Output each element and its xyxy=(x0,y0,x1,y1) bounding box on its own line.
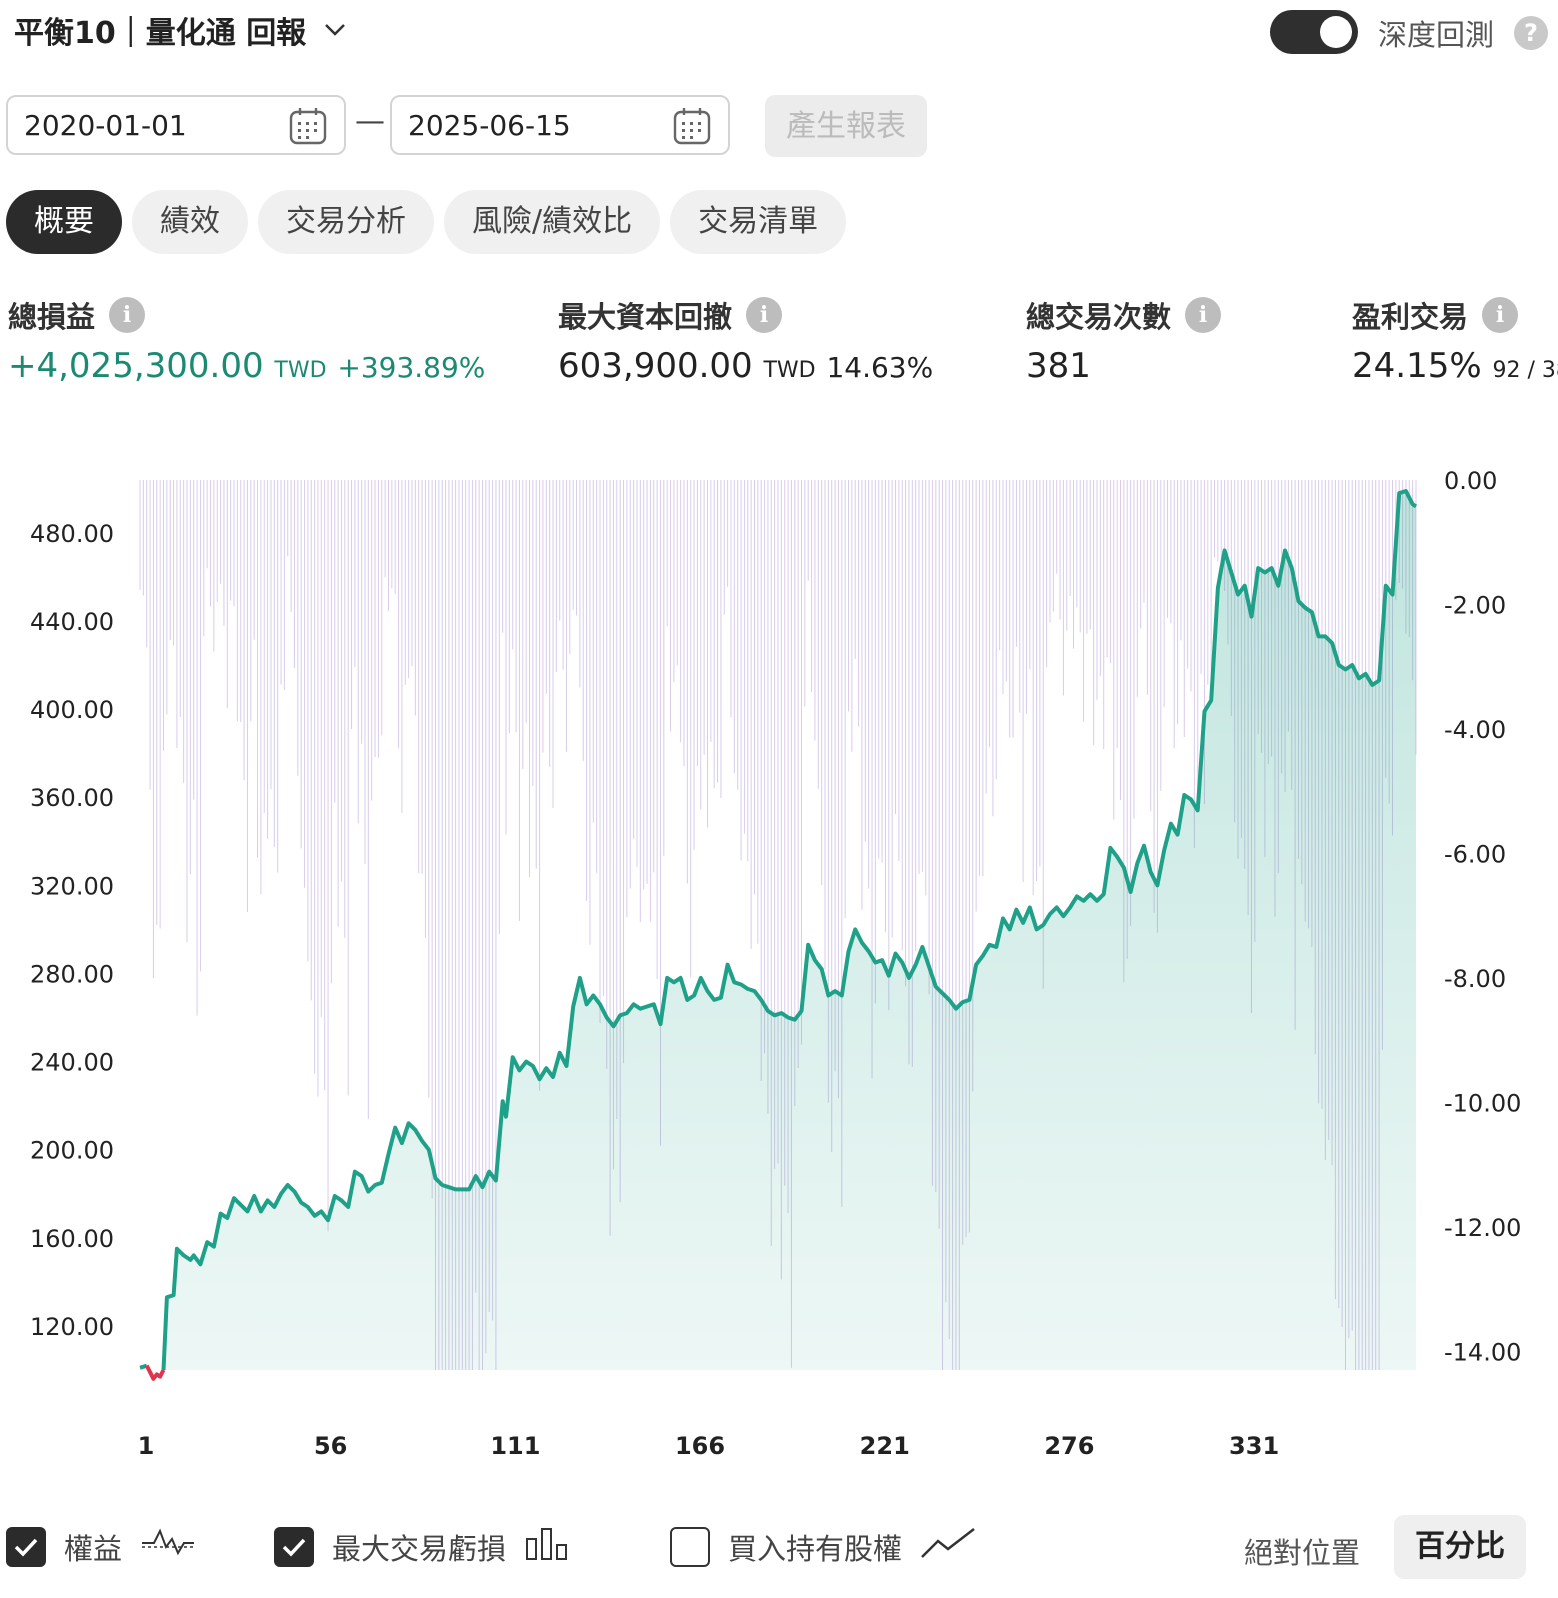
equity-line-loss xyxy=(144,1364,166,1381)
x-axis: 1 56 111 166 221 276 331 xyxy=(138,1432,1280,1460)
max-drawdown-value: 603,900.00 TWD 14.63% xyxy=(558,346,933,386)
x-tick-label: 276 xyxy=(1044,1432,1094,1460)
toggle-knob xyxy=(1320,16,1352,48)
trend-line-icon xyxy=(920,1525,976,1568)
bar-chart-icon xyxy=(524,1525,570,1568)
total-pnl-label: 總損益 i xyxy=(8,294,146,336)
win-trades-label-text: 盈利交易 xyxy=(1352,300,1469,334)
total-trades-label-text: 總交易次數 xyxy=(1026,300,1172,334)
y-left-tick-label: 440.00 xyxy=(30,608,114,636)
y-axis-right: 0.00 -2.00 -4.00 -6.00 -8.00 -10.00 -12.00 -14.… xyxy=(1444,467,1521,1366)
legend-buy-hold-checkbox[interactable] xyxy=(670,1526,710,1567)
tab-overview[interactable]: 概要 xyxy=(6,190,122,254)
y-left-tick-label: 240.00 xyxy=(30,1049,114,1077)
total-trades-value: 381 xyxy=(1026,346,1091,386)
mode-percent-button[interactable]: 百分比 xyxy=(1394,1515,1526,1579)
y-left-tick-label: 400.00 xyxy=(30,696,114,724)
equity-line-icon xyxy=(140,1525,196,1568)
y-left-tick-label: 160.00 xyxy=(30,1225,114,1253)
total-pnl-label-text: 總損益 xyxy=(8,300,96,334)
report-title[interactable]: 平衡10｜量化通 回報 xyxy=(14,8,346,52)
max-drawdown-amount: 603,900.00 xyxy=(558,346,753,386)
y-right-tick-label: -14.00 xyxy=(1444,1338,1521,1366)
equity-series xyxy=(139,489,1418,1381)
x-tick-label: 166 xyxy=(675,1432,725,1460)
legend-buy-hold[interactable]: 買入持有股權 xyxy=(670,1525,976,1568)
chevron-down-icon[interactable] xyxy=(324,18,346,43)
start-date-field[interactable] xyxy=(6,95,346,155)
total-trades-count: 381 xyxy=(1026,346,1091,386)
total-pnl-amount: +4,025,300.00 xyxy=(8,346,264,386)
y-right-tick-label: 0.00 xyxy=(1444,467,1497,495)
y-right-tick-label: -8.00 xyxy=(1444,965,1506,993)
tab-trade-analysis[interactable]: 交易分析 xyxy=(258,190,434,254)
legend-equity-label: 權益 xyxy=(64,1531,123,1566)
max-drawdown-label: 最大資本回撤 i xyxy=(558,294,783,336)
report-tabs: 概要 績效 交易分析 風險/績效比 交易清單 xyxy=(6,190,847,254)
total-trades-label: 總交易次數 i xyxy=(1026,294,1222,336)
calendar-icon[interactable] xyxy=(288,106,328,150)
win-trades-value: 24.15% 92 / 381 xyxy=(1352,346,1558,386)
legend-buy-hold-label: 買入持有股權 xyxy=(728,1531,903,1566)
tab-trade-list[interactable]: 交易清單 xyxy=(670,190,847,254)
y-left-tick-label: 120.00 xyxy=(30,1313,114,1341)
legend-equity-checkbox[interactable] xyxy=(6,1526,46,1567)
legend-equity[interactable]: 權益 xyxy=(6,1525,196,1568)
win-trades-ratio: 92 / 381 xyxy=(1492,358,1558,383)
deep-backtest-label: 深度回測 xyxy=(1378,18,1495,52)
y-left-tick-label: 360.00 xyxy=(30,784,114,812)
max-drawdown-label-text: 最大資本回撤 xyxy=(558,300,733,334)
x-tick-label: 111 xyxy=(490,1432,540,1460)
equity-line xyxy=(139,1363,148,1370)
info-icon[interactable]: i xyxy=(109,297,146,333)
win-trades-pct: 24.15% xyxy=(1352,346,1482,386)
x-tick-label: 56 xyxy=(314,1432,347,1460)
x-tick-label: 331 xyxy=(1229,1432,1279,1460)
y-left-tick-label: 480.00 xyxy=(30,520,114,548)
end-date-field[interactable] xyxy=(390,95,730,155)
y-right-tick-label: -12.00 xyxy=(1444,1214,1521,1242)
deep-backtest-toggle[interactable] xyxy=(1270,10,1358,54)
y-left-tick-label: 200.00 xyxy=(30,1137,114,1165)
y-left-tick-label: 280.00 xyxy=(30,960,114,988)
max-drawdown-pct: 14.63% xyxy=(826,351,934,384)
equity-area xyxy=(140,491,1416,1370)
win-trades-label: 盈利交易 i xyxy=(1352,294,1519,336)
tab-performance[interactable]: 績效 xyxy=(132,190,248,254)
info-icon[interactable]: i xyxy=(1482,297,1519,333)
max-drawdown-unit: TWD xyxy=(763,358,816,383)
y-right-tick-label: -10.00 xyxy=(1444,1089,1521,1117)
help-icon[interactable]: ? xyxy=(1514,16,1548,50)
mode-absolute-button[interactable]: 絕對位置 xyxy=(1244,1536,1361,1570)
end-date-input[interactable] xyxy=(408,109,648,142)
total-pnl-unit: TWD xyxy=(274,358,327,383)
legend-max-trade-loss-checkbox[interactable] xyxy=(274,1526,314,1567)
info-icon[interactable]: i xyxy=(1185,297,1222,333)
y-axis-left: 480.00 440.00 400.00 360.00 320.00 280.00 240.… xyxy=(30,520,114,1341)
equity-line xyxy=(161,489,1418,1371)
start-date-input[interactable] xyxy=(24,109,264,142)
y-right-tick-label: -2.00 xyxy=(1444,591,1506,619)
x-tick-label: 221 xyxy=(860,1432,910,1460)
date-range-dash: — xyxy=(355,104,385,139)
tab-risk-ratio[interactable]: 風險/績效比 xyxy=(444,190,661,254)
legend-max-trade-loss[interactable]: 最大交易虧損 xyxy=(274,1525,570,1568)
y-left-tick-label: 320.00 xyxy=(30,872,114,900)
legend-max-trade-loss-label: 最大交易虧損 xyxy=(332,1531,507,1566)
calendar-icon[interactable] xyxy=(672,106,712,150)
generate-report-button[interactable]: 產生報表 xyxy=(765,95,927,157)
equity-chart[interactable]: 480.00 440.00 400.00 360.00 320.00 280.00 240.… xyxy=(0,440,1558,1480)
total-pnl-pct: +393.89% xyxy=(337,351,486,384)
report-title-text: 平衡10｜量化通 回報 xyxy=(14,16,307,51)
x-tick-label: 1 xyxy=(138,1432,155,1460)
y-right-tick-label: -4.00 xyxy=(1444,716,1506,744)
info-icon[interactable]: i xyxy=(746,297,783,333)
y-right-tick-label: -6.00 xyxy=(1444,840,1506,868)
total-pnl-value: +4,025,300.00 TWD +393.89% xyxy=(8,346,485,386)
